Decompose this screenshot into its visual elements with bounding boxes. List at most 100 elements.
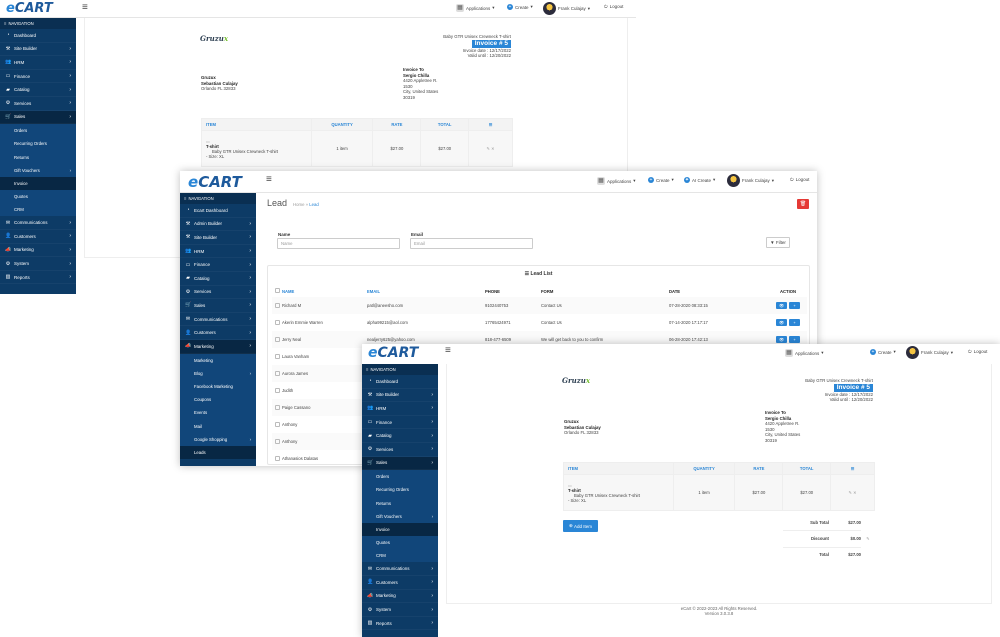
row-checkbox[interactable]: [274, 353, 280, 359]
sidebar-sub-facebook-marketing[interactable]: Facebook Marketing: [180, 379, 256, 394]
sidebar-item-customers[interactable]: 👤 Customers ›: [362, 576, 438, 590]
logout-link[interactable]: ⏻ Logout: [790, 177, 810, 182]
sidebar-item-hrm[interactable]: 👥 HRM ›: [0, 56, 76, 70]
table-row[interactable]: Jerry Neal nealjerry625@yahoo.com 818-477-…: [272, 331, 807, 348]
sidebar-sub-events[interactable]: Events: [180, 406, 256, 420]
ai-create-menu[interactable]: ✦ AI Create ▾: [684, 177, 716, 183]
sidebar-item-hrm[interactable]: 👥 HRM ›: [180, 245, 256, 259]
sidebar-item-sales[interactable]: 🛒 Sales ›: [362, 456, 438, 471]
sidebar-sub-blog[interactable]: Blog ›: [180, 366, 256, 380]
sidebar-item-finance[interactable]: ▭ Finance ›: [180, 258, 256, 272]
applications-menu[interactable]: ▦ Applications ▾: [597, 177, 636, 185]
sidebar-item-marketing[interactable]: 📣 Marketing ›: [362, 590, 438, 604]
view-lead-button[interactable]: 👁: [776, 302, 787, 309]
email-input[interactable]: Email: [410, 238, 533, 249]
delete-button[interactable]: 🗑: [797, 199, 809, 209]
row-checkbox[interactable]: [274, 370, 280, 376]
sidebar-item-marketing[interactable]: 📣 Marketing ›: [0, 244, 76, 258]
sidebar-item-dashboard[interactable]: ◔ Dashboard: [362, 375, 438, 389]
sidebar-sub-gift-vouchers[interactable]: Gift Vouchers ›: [362, 509, 438, 523]
breadcrumb-home[interactable]: Home: [293, 202, 305, 207]
sidebar-item-communications[interactable]: ✉ Communications ›: [0, 216, 76, 231]
sidebar-item-site-builder[interactable]: ⚒ Site Builder ›: [0, 43, 76, 57]
logout-link[interactable]: ⏻ Logout: [604, 4, 624, 9]
row-checkbox[interactable]: [274, 387, 280, 393]
menu-toggle-icon[interactable]: ≡: [82, 2, 88, 13]
view-lead-button[interactable]: 👁: [776, 319, 787, 326]
edit-discount-icon[interactable]: ✎: [866, 536, 870, 541]
sidebar-item-finance[interactable]: ▭ Finance ›: [0, 70, 76, 84]
filter-button[interactable]: ▼ Filter: [766, 237, 790, 248]
create-menu[interactable]: + Create ▾: [870, 349, 896, 355]
sidebar-item-reports[interactable]: ▥ Reports ›: [362, 617, 438, 631]
sidebar-item-site-builder[interactable]: ⚒ Site Builder ›: [180, 231, 256, 245]
row-checkbox[interactable]: [274, 404, 280, 410]
sidebar-item-catalog[interactable]: ▰ Catalog ›: [180, 272, 256, 286]
sidebar-item-services[interactable]: ⚙ Services ›: [362, 443, 438, 457]
sidebar-sub-coupons[interactable]: Coupons: [180, 393, 256, 407]
sidebar-sub-returns[interactable]: Returns: [0, 150, 76, 164]
sidebar-sub-quotes[interactable]: Quotes: [362, 536, 438, 550]
remove-icon[interactable]: ✕: [853, 490, 857, 495]
sidebar-sub-invoice[interactable]: Invoice: [362, 522, 438, 537]
row-checkbox[interactable]: [274, 336, 280, 342]
add-lead-button[interactable]: +: [789, 302, 800, 309]
sidebar-sub-recurring-orders[interactable]: Recurring Orders: [362, 483, 438, 497]
sidebar-item-communications[interactable]: ✉ Communications ›: [180, 313, 256, 327]
ecart-logo[interactable]: eCART: [6, 1, 53, 16]
create-menu[interactable]: + Create ▾: [507, 4, 533, 10]
view-lead-button[interactable]: 👁: [776, 336, 787, 343]
applications-menu[interactable]: ▦ Applications ▾: [456, 4, 495, 12]
sidebar-item-site-builder[interactable]: ⚒ Site Builder ›: [362, 389, 438, 403]
sidebar-item-finance[interactable]: ▭ Finance ›: [362, 416, 438, 430]
edit-icon[interactable]: ✎: [848, 490, 852, 495]
sidebar-sub-gift-vouchers[interactable]: Gift Vouchers ›: [0, 163, 76, 177]
ecart-logo[interactable]: eCART: [368, 345, 419, 361]
sidebar-sub-mail[interactable]: Mail: [180, 419, 256, 433]
row-checkbox[interactable]: [274, 421, 280, 427]
row-checkbox[interactable]: [274, 302, 280, 308]
sidebar-sub-recurring-orders[interactable]: Recurring Orders: [0, 137, 76, 151]
sidebar-item-system[interactable]: ⚙ System ›: [0, 257, 76, 271]
menu-toggle-icon[interactable]: ≡: [445, 345, 451, 356]
sidebar-item-ecart-dashboard[interactable]: ◔ Ecart Dashboard: [180, 204, 256, 218]
row-checkbox[interactable]: [274, 319, 280, 325]
table-row[interactable]: Judith: [272, 382, 807, 399]
sidebar-item-customers[interactable]: 👤 Customers ›: [180, 326, 256, 340]
menu-toggle-icon[interactable]: ≡: [266, 174, 272, 185]
applications-menu[interactable]: ▦ Applications ▾: [785, 349, 824, 357]
sidebar-sub-orders[interactable]: Orders: [0, 124, 76, 138]
user-menu[interactable]: Frank Culajay ▾: [906, 346, 953, 359]
user-menu[interactable]: Frank Culajay ▾: [727, 174, 774, 187]
create-menu[interactable]: + Create ▾: [648, 177, 674, 183]
add-lead-button[interactable]: +: [789, 319, 800, 326]
name-input[interactable]: Name: [277, 238, 400, 249]
table-row[interactable]: Richard M patl@aneesho.com 9102440753 Conta…: [272, 297, 807, 314]
sidebar-item-catalog[interactable]: ▰ Catalog ›: [362, 429, 438, 443]
sidebar-sub-returns[interactable]: Returns: [362, 496, 438, 510]
logout-link[interactable]: ⏻ Logout: [968, 349, 988, 354]
add-item-button[interactable]: ⊕ Add Item: [563, 520, 598, 532]
row-checkbox[interactable]: [274, 438, 280, 444]
table-row[interactable]: Akerin Emmie Warren alpha99215@aol.com 177…: [272, 314, 807, 331]
sidebar-item-reports[interactable]: ▥ Reports ›: [0, 271, 76, 285]
sidebar-item-catalog[interactable]: ▰ Catalog ›: [0, 83, 76, 97]
edit-icon[interactable]: ✎: [486, 146, 490, 151]
sidebar-item-services[interactable]: ⚙ Services ›: [0, 97, 76, 111]
sidebar-sub-google-shopping[interactable]: Google Shopping ›: [180, 432, 256, 446]
ecart-logo[interactable]: eCART: [188, 173, 242, 191]
sidebar-sub-quotes[interactable]: Quotes: [0, 190, 76, 204]
sidebar-item-sales[interactable]: 🛒 Sales ›: [0, 110, 76, 125]
sidebar-sub-marketing[interactable]: Marketing: [180, 353, 256, 367]
row-checkbox[interactable]: [274, 455, 280, 461]
sidebar-sub-orders[interactable]: Orders: [362, 470, 438, 484]
user-menu[interactable]: Frank Culajay ▾: [543, 2, 590, 15]
select-all-checkbox[interactable]: [274, 288, 280, 293]
sidebar-item-system[interactable]: ⚙ System ›: [362, 603, 438, 617]
sidebar-item-hrm[interactable]: 👥 HRM ›: [362, 402, 438, 416]
sidebar-item-customers[interactable]: 👤 Customers ›: [0, 230, 76, 244]
table-row[interactable]: Laura Vanham: [272, 348, 807, 365]
sidebar-sub-crm[interactable]: CRM: [0, 203, 76, 217]
add-lead-button[interactable]: +: [789, 336, 800, 343]
sidebar-sub-invoice[interactable]: Invoice: [0, 176, 76, 191]
